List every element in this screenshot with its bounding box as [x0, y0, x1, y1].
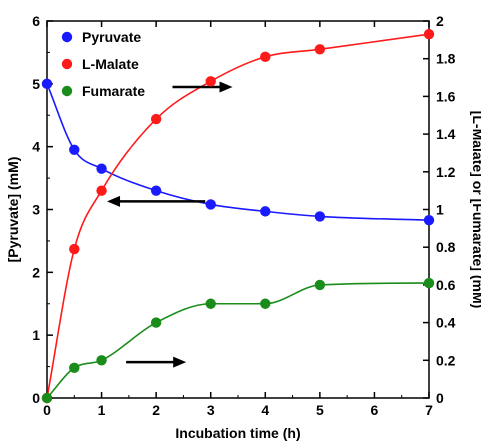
- left-y-tick-label: 0: [32, 390, 40, 406]
- fumarate-point: [205, 298, 216, 309]
- legend-label-l-malate: L-Malate: [82, 56, 139, 72]
- fumarate-point: [96, 355, 107, 366]
- left-y-tick-label: 3: [32, 202, 40, 218]
- left-y-tick-label: 5: [32, 76, 40, 92]
- legend-label-fumarate: Fumarate: [82, 83, 145, 99]
- pyruvate-point: [423, 214, 435, 226]
- l-malate-point: [96, 185, 107, 196]
- pyruvate-point: [96, 163, 107, 174]
- pyruvate-point: [260, 206, 271, 217]
- right-y-tick-label: 1.4: [436, 126, 456, 142]
- fumarate-point: [423, 277, 435, 289]
- pyruvate-curve: [46, 83, 430, 221]
- x-tick-label: 2: [152, 402, 160, 418]
- legend-marker-fumarate: [61, 85, 73, 97]
- right-y-axis-title: [L-Malate] or [Fumarate] (mM): [470, 111, 481, 309]
- pyruvate-point: [41, 78, 53, 90]
- x-axis: 0 1 2 3 4 5 6 7: [43, 21, 433, 418]
- pyruvate-point: [205, 199, 216, 210]
- x-axis-title: Incubation time (h): [175, 425, 300, 441]
- fumarate-point: [41, 392, 53, 404]
- x-tick-label: 1: [98, 402, 106, 418]
- fumarate-point: [260, 298, 271, 309]
- left-y-axis-title: [Pyruvate] (mM): [5, 157, 21, 263]
- right-y-tick-label: 0.8: [436, 239, 456, 255]
- l-malate-point: [423, 28, 435, 40]
- legend-marker-l-malate: [61, 58, 73, 70]
- l-malate-point: [314, 44, 326, 55]
- left-y-tick-label: 2: [32, 264, 40, 280]
- x-tick-label: 4: [261, 402, 269, 418]
- arrow-head: [219, 81, 233, 93]
- right-y-tick-label: 0.4: [436, 315, 456, 331]
- plot-frame: [46, 20, 430, 399]
- arrow-head: [173, 356, 187, 368]
- left-y-tick-label: 1: [32, 327, 40, 343]
- pyruvate-point: [150, 185, 162, 196]
- legend-label-pyruvate: Pyruvate: [82, 29, 141, 45]
- right-y-tick-label: 0: [436, 390, 444, 406]
- left-y-tick-label: 6: [32, 13, 40, 29]
- l-malate-point: [260, 51, 271, 63]
- l-malate-point: [150, 113, 162, 125]
- x-tick-label: 3: [207, 402, 215, 418]
- right-y-tick-label: 1.8: [436, 51, 456, 67]
- left-y-axis: 0 1 2 3 4 5 6: [32, 13, 53, 406]
- fumarate-curve: [46, 282, 430, 399]
- right-y-tick-label: 1: [436, 202, 444, 218]
- right-y-tick-label: 1.6: [436, 88, 456, 104]
- series-points: [41, 28, 435, 404]
- fumarate-point: [69, 362, 80, 374]
- arrow-head: [107, 195, 121, 207]
- legend: Pyruvate L-Malate Fumarate: [61, 29, 145, 99]
- fumarate-point: [150, 317, 162, 328]
- right-y-tick-label: 1.2: [436, 164, 456, 180]
- right-y-tick-label: 0.6: [436, 277, 456, 293]
- x-tick-label: 7: [425, 402, 433, 418]
- legend-marker-pyruvate: [61, 31, 73, 43]
- annotation-arrows: [107, 81, 233, 368]
- pyruvate-point: [314, 211, 326, 222]
- l-malate-point: [205, 76, 216, 87]
- right-y-tick-label: 0.2: [436, 352, 456, 368]
- l-malate-point: [69, 243, 80, 255]
- pyruvate-point: [69, 144, 80, 156]
- fumarate-point: [314, 279, 326, 291]
- left-y-tick-label: 4: [32, 139, 40, 155]
- right-y-axis: 0 0.2 0.4 0.6 0.8 1 1.2 1.4 1.6 1.8 2: [423, 13, 456, 406]
- x-tick-label: 5: [316, 402, 324, 418]
- x-tick-label: 0: [43, 402, 51, 418]
- x-tick-label: 6: [371, 402, 379, 418]
- right-y-tick-label: 2: [436, 13, 444, 29]
